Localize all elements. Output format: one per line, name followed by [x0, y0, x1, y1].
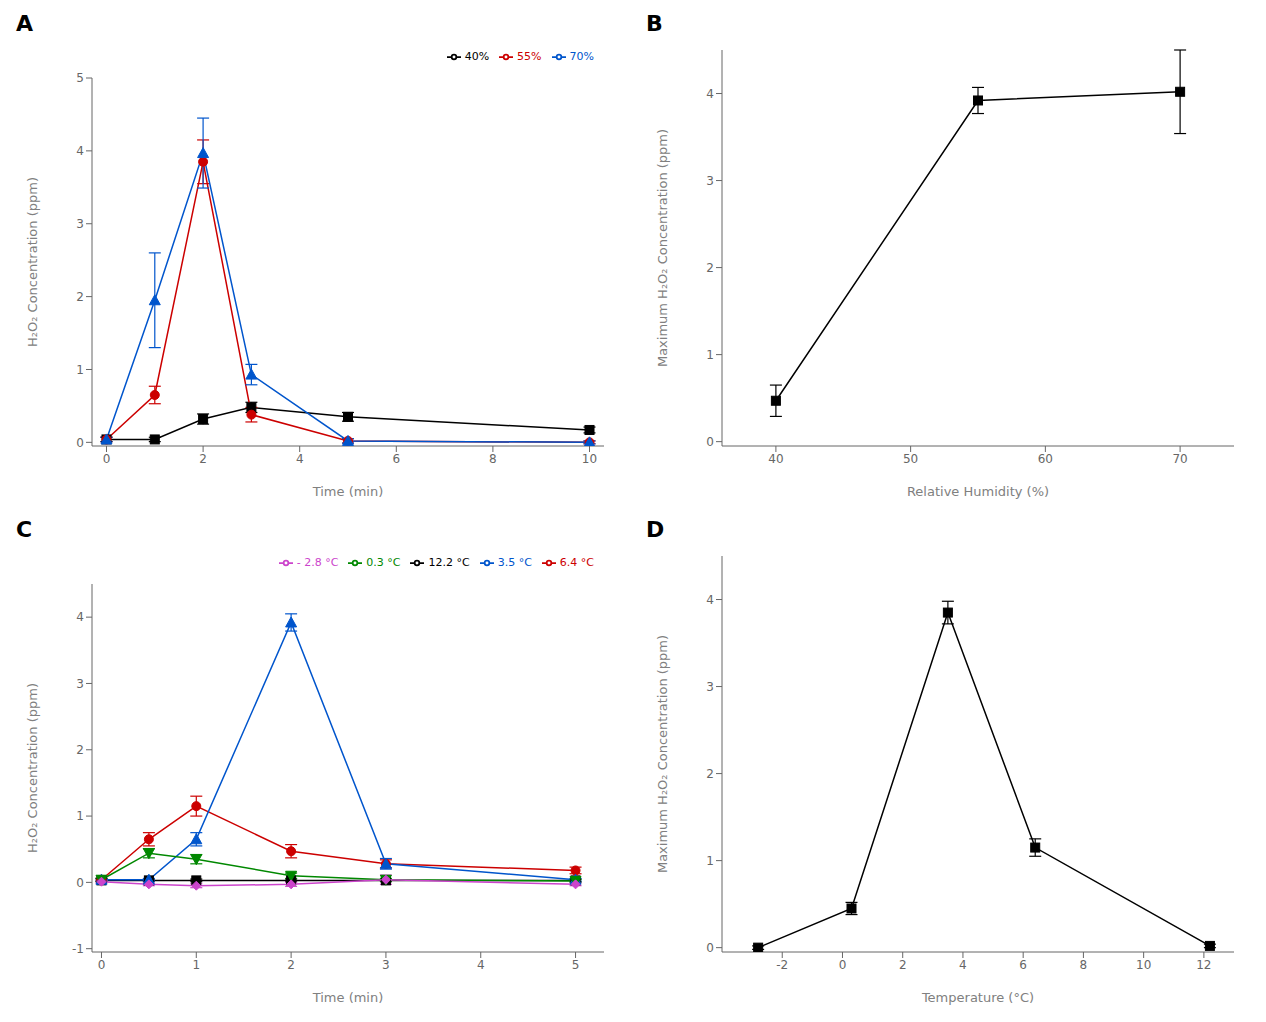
svg-text:3: 3 [706, 174, 714, 188]
svg-text:60: 60 [1038, 452, 1053, 466]
svg-text:8: 8 [1080, 958, 1088, 972]
svg-text:1: 1 [706, 348, 714, 362]
svg-text:Maximum H₂O₂ Concentration (pp: Maximum H₂O₂ Concentration (ppm) [655, 129, 670, 367]
svg-text:0: 0 [98, 958, 106, 972]
svg-text:2: 2 [76, 743, 84, 757]
svg-text:50: 50 [903, 452, 918, 466]
svg-text:6: 6 [1019, 958, 1027, 972]
svg-text:8: 8 [489, 452, 497, 466]
html-text:A: A [16, 11, 33, 36]
svg-text:H₂O₂ Concentration (ppm): H₂O₂ Concentration (ppm) [25, 683, 40, 853]
svg-text:5: 5 [76, 71, 84, 85]
svg-text:2: 2 [706, 767, 714, 781]
svg-text:10: 10 [582, 452, 597, 466]
svg-text:12: 12 [1196, 958, 1211, 972]
html-text:40%: 40% [464, 50, 490, 63]
svg-text:0: 0 [76, 876, 84, 890]
svg-text:2: 2 [287, 958, 295, 972]
html-text:D: D [646, 517, 665, 542]
svg-text:4: 4 [296, 452, 304, 466]
svg-text:0: 0 [706, 941, 714, 955]
html-text:C: C [16, 517, 33, 542]
svg-text:70: 70 [1172, 452, 1187, 466]
html-text:70%: 70% [569, 50, 594, 63]
html-text:0.3 °C: 0.3 °C [366, 556, 401, 569]
svg-text:4: 4 [477, 958, 485, 972]
svg-text:1: 1 [76, 363, 84, 377]
svg-text:5: 5 [572, 958, 580, 972]
svg-text:2: 2 [706, 261, 714, 275]
svg-text:1: 1 [76, 809, 84, 823]
html-text:6.4 °C: 6.4 °C [559, 556, 594, 569]
svg-text:H₂O₂ Concentration (ppm): H₂O₂ Concentration (ppm) [25, 177, 40, 347]
svg-text:0: 0 [103, 452, 111, 466]
svg-text:1: 1 [706, 854, 714, 868]
svg-text:-2: -2 [776, 958, 788, 972]
svg-text:4: 4 [76, 144, 84, 158]
svg-text:1: 1 [192, 958, 200, 972]
svg-text:2: 2 [76, 290, 84, 304]
svg-text:Time (min): Time (min) [312, 990, 384, 1005]
svg-text:2: 2 [899, 958, 907, 972]
svg-text:0: 0 [706, 435, 714, 449]
html-text:3.5 °C: 3.5 °C [497, 556, 532, 569]
svg-text:Temperature (°C): Temperature (°C) [921, 990, 1034, 1005]
svg-text:4: 4 [959, 958, 967, 972]
svg-text:3: 3 [706, 680, 714, 694]
svg-text:3: 3 [76, 217, 84, 231]
svg-text:4: 4 [76, 610, 84, 624]
svg-text:40: 40 [768, 452, 783, 466]
svg-text:0: 0 [839, 958, 847, 972]
svg-text:2: 2 [199, 452, 207, 466]
svg-text:3: 3 [76, 677, 84, 691]
svg-text:6: 6 [392, 452, 400, 466]
svg-text:4: 4 [706, 87, 714, 101]
html-text:55%: 55% [517, 50, 542, 63]
html-text:- 2.8 °C: - 2.8 °C [296, 556, 339, 569]
svg-text:3: 3 [382, 958, 390, 972]
html-text:12.2 °C: 12.2 °C [428, 556, 470, 569]
svg-text:-1: -1 [72, 942, 84, 956]
svg-text:0: 0 [76, 436, 84, 450]
svg-text:10: 10 [1136, 958, 1151, 972]
svg-text:4: 4 [706, 593, 714, 607]
svg-text:Maximum H₂O₂ Concentration (pp: Maximum H₂O₂ Concentration (ppm) [655, 635, 670, 873]
svg-text:Time (min): Time (min) [312, 484, 384, 499]
html-text:B: B [646, 11, 663, 36]
svg-text:Relative Humidity (%): Relative Humidity (%) [907, 484, 1049, 499]
